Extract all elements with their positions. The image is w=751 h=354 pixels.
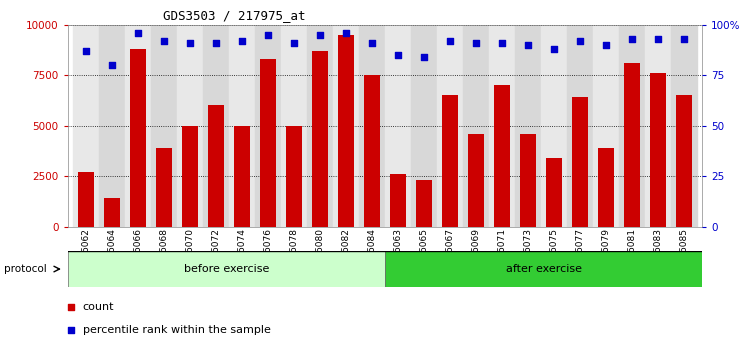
Point [158,38,170,44]
Bar [650,73,666,227]
Bar [385,25,411,227]
Bar [176,25,203,227]
Bar [390,174,406,227]
Bar [73,25,99,227]
Point [496,40,508,46]
Bar [338,35,354,227]
Point [210,40,222,46]
Bar [593,25,619,227]
Bar [156,148,172,227]
Bar [442,95,457,227]
Bar [307,25,333,227]
Bar [645,25,671,227]
Point [522,42,534,48]
Bar [104,198,119,227]
Point [288,40,300,46]
Bar [437,25,463,227]
Bar [229,25,255,227]
Bar [489,25,515,227]
Point [548,46,560,52]
Bar [203,25,229,227]
Bar [546,158,562,227]
Text: count: count [83,302,114,312]
Bar [541,25,567,227]
Point [600,42,612,48]
Bar [624,63,640,227]
Point [626,36,638,42]
Point [283,222,295,228]
Point [80,48,92,54]
Point [106,62,118,68]
Bar [494,85,510,227]
Bar [99,25,125,227]
Point [340,30,352,36]
Bar [68,251,385,287]
Point [283,13,295,18]
Point [366,40,378,46]
Bar [125,25,151,227]
Bar [463,25,489,227]
Point [678,36,690,42]
Bar [281,25,307,227]
Bar [234,126,249,227]
Bar [598,148,614,227]
Bar [208,105,224,227]
Bar [676,95,692,227]
Point [652,36,664,42]
Bar [333,25,359,227]
Point [184,40,196,46]
Bar [312,51,327,227]
Bar [411,25,437,227]
Point [444,38,456,44]
Bar [515,25,541,227]
Bar [260,59,276,227]
Text: before exercise: before exercise [183,264,269,274]
Bar [182,126,198,227]
Bar [671,25,697,227]
Bar [385,251,702,287]
Point [132,30,144,36]
Point [392,52,404,58]
Bar [359,25,385,227]
Point [470,40,482,46]
Bar [520,134,535,227]
Text: after exercise: after exercise [505,264,581,274]
Bar [416,180,432,227]
Bar [286,126,302,227]
Point [314,32,326,38]
Bar [255,25,281,227]
Bar [151,25,176,227]
Bar [567,25,593,227]
Point [262,32,274,38]
Bar [78,172,94,227]
Bar [130,49,146,227]
Text: GDS3503 / 217975_at: GDS3503 / 217975_at [163,9,305,22]
Point [418,54,430,60]
Bar [364,75,380,227]
Point [236,38,248,44]
Point [574,38,586,44]
Bar [572,97,588,227]
Text: percentile rank within the sample: percentile rank within the sample [83,325,270,335]
Text: protocol: protocol [4,264,47,274]
Bar [619,25,645,227]
Bar [468,134,484,227]
